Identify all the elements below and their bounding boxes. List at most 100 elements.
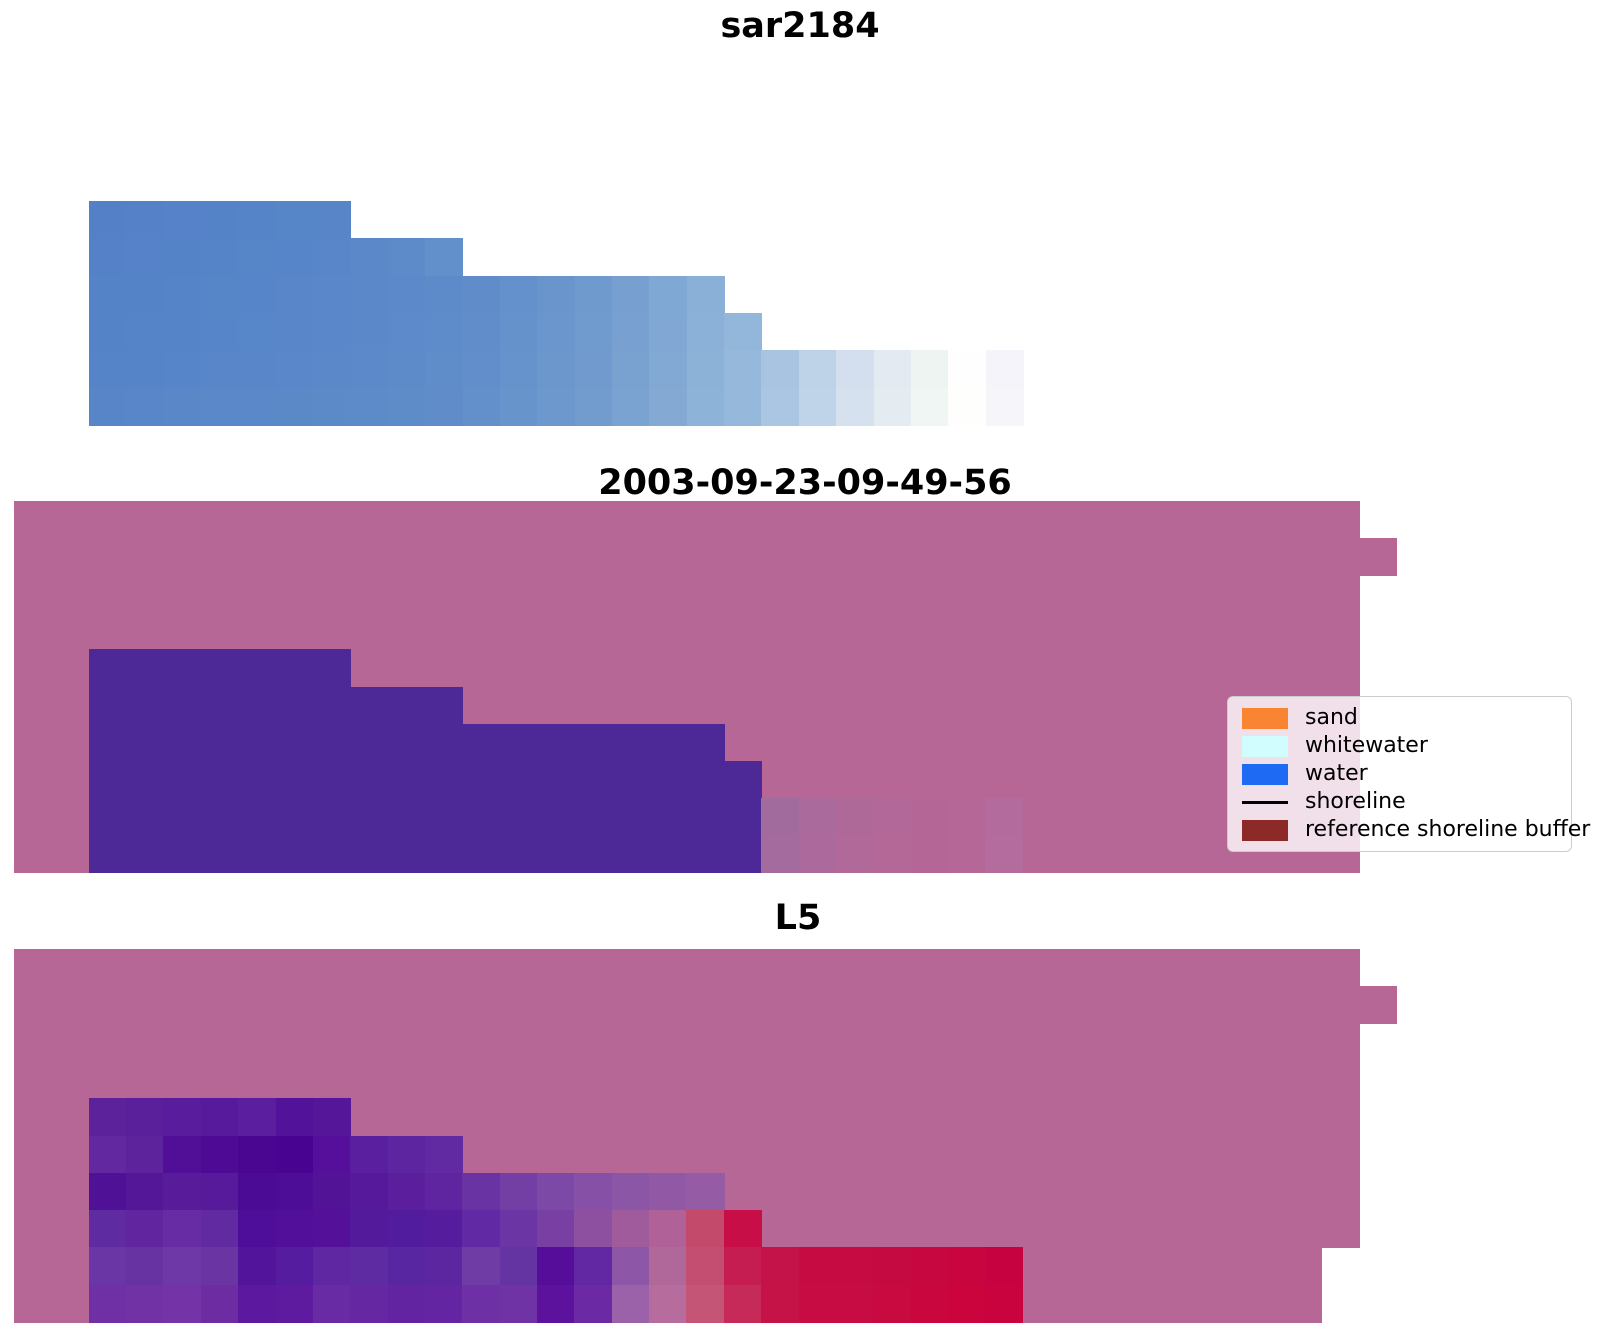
pixel-cell: [312, 1284, 351, 1323]
pixel-cell: [424, 1247, 463, 1286]
pixel-cell: [649, 1284, 688, 1323]
pixel-cell: [163, 238, 202, 277]
pixel-cell: [574, 1284, 613, 1323]
pixel-cell: [611, 760, 650, 799]
pixel-cell: [312, 797, 351, 836]
pixel-cell: [163, 312, 202, 351]
legend-item-sand: sand: [1236, 704, 1563, 732]
pixel-cell: [649, 1210, 688, 1249]
pixel-cell: [836, 387, 875, 426]
pixel-cell: [985, 350, 1024, 389]
image-background: [1358, 538, 1397, 576]
pixel-cell: [424, 1210, 463, 1249]
pixel-cell: [313, 387, 352, 426]
pixel-cell: [163, 760, 202, 799]
pixel-cell: [88, 1284, 127, 1323]
pixel-cell: [200, 1172, 239, 1211]
pixel-cell: [462, 387, 501, 426]
pixel-cell: [200, 649, 239, 688]
shoreline-line-swatch: [1242, 800, 1288, 804]
pixel-cell: [761, 1284, 800, 1323]
pixel-cell: [537, 312, 576, 351]
pixel-cell: [163, 1247, 202, 1286]
pixel-cell: [424, 1284, 463, 1323]
pixel-cell: [201, 201, 240, 240]
pixel-cell: [462, 275, 501, 314]
pixel-cell: [537, 275, 576, 314]
pixel-cell: [163, 387, 202, 426]
pixel-cell: [948, 1247, 987, 1286]
pixel-cell: [275, 760, 314, 799]
image-background: [1358, 986, 1397, 1025]
pixel-cell: [723, 1284, 762, 1323]
pixel-cell: [126, 1098, 165, 1137]
pixel-cell: [163, 1135, 202, 1174]
pixel-cell: [499, 834, 538, 873]
pixel-cell: [462, 1284, 501, 1323]
legend-item-reference-shoreline-buffer: reference shoreline buffer: [1236, 816, 1590, 844]
pixel-cell: [275, 1210, 314, 1249]
pixel-cell: [649, 1247, 688, 1286]
pixel-cell: [88, 1210, 127, 1249]
pixel-cell: [686, 760, 725, 799]
pixel-cell: [424, 723, 463, 762]
pixel-cell: [88, 723, 127, 762]
pixel-cell: [574, 723, 613, 762]
pixel-cell: [686, 387, 725, 426]
pixel-cell: [537, 834, 576, 873]
pixel-cell: [499, 760, 538, 799]
pixel-cell: [312, 1098, 351, 1137]
pixel-cell: [462, 723, 501, 762]
pixel-cell: [275, 686, 314, 725]
pixel-cell: [499, 1284, 538, 1323]
pixel-cell: [910, 1247, 949, 1286]
pixel-cell: [275, 350, 314, 389]
pixel-cell: [88, 797, 127, 836]
pixel-cell: [425, 275, 464, 314]
pixel-cell: [537, 1172, 576, 1211]
pixel-cell: [201, 387, 240, 426]
pixel-cell: [424, 760, 463, 799]
pixel-cell: [200, 1284, 239, 1323]
pixel-cell: [611, 797, 650, 836]
pixel-cell: [350, 834, 389, 873]
pixel-cell: [686, 834, 725, 873]
pixel-cell: [499, 797, 538, 836]
legend-label: whitewater: [1305, 733, 1428, 758]
pixel-cell: [200, 1098, 239, 1137]
pixel-cell: [200, 1135, 239, 1174]
pixel-cell: [387, 238, 426, 277]
pixel-cell: [350, 275, 389, 314]
pixel-cell: [462, 1172, 501, 1211]
pixel-cell: [798, 797, 837, 836]
pixel-cell: [424, 834, 463, 873]
legend-item-whitewater: whitewater: [1236, 732, 1563, 760]
pixel-cell: [126, 1247, 165, 1286]
pixel-cell: [537, 760, 576, 799]
pixel-cell: [313, 275, 352, 314]
whitewater-swatch: [1242, 735, 1288, 757]
pixel-cell: [424, 797, 463, 836]
pixel-cell: [835, 1247, 874, 1286]
pixel-cell: [724, 312, 763, 351]
pixel-cell: [350, 1210, 389, 1249]
pixel-cell: [163, 350, 202, 389]
pixel-cell: [201, 275, 240, 314]
pixel-cell: [387, 350, 426, 389]
pixel-cell: [350, 797, 389, 836]
pixel-cell: [163, 1284, 202, 1323]
pixel-cell: [312, 1135, 351, 1174]
pixel-cell: [238, 1284, 277, 1323]
pixel-cell: [574, 312, 613, 351]
pixel-cell: [723, 760, 762, 799]
pixel-cell: [873, 387, 912, 426]
pixel-cell: [462, 312, 501, 351]
pixel-cell: [89, 387, 128, 426]
panel1-title: sar2184: [720, 6, 880, 46]
pixel-cell: [126, 1135, 165, 1174]
pixel-cell: [574, 834, 613, 873]
pixel-cell: [89, 275, 128, 314]
pixel-cell: [312, 760, 351, 799]
pixel-cell: [873, 797, 912, 836]
